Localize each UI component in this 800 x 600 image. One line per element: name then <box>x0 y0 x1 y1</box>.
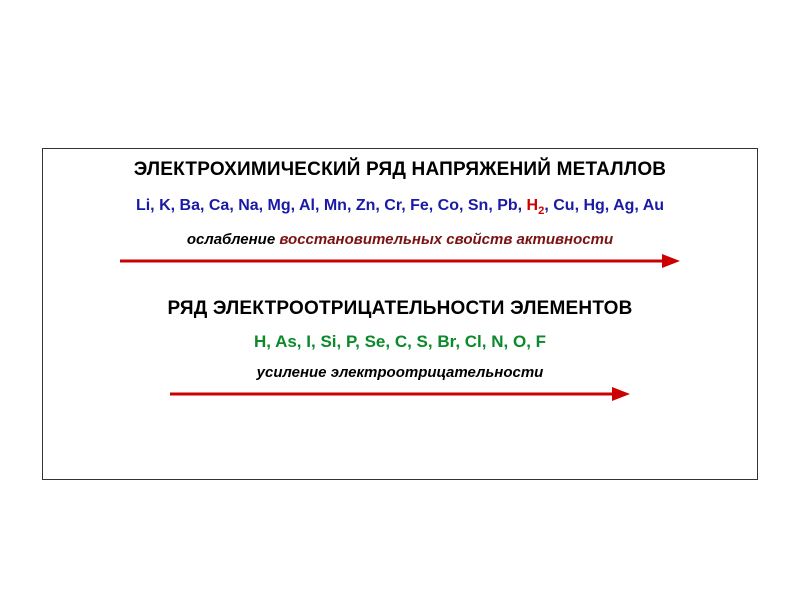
arrow-right-icon <box>120 252 680 270</box>
separator: , <box>455 332 464 351</box>
element-symbol: H <box>254 332 266 351</box>
separator: , <box>375 197 384 214</box>
electronegativity-title: РЯД ЭЛЕКТРООТРИЦАТЕЛЬНОСТИ ЭЛЕМЕНТОВ <box>43 298 757 320</box>
separator: , <box>488 197 497 214</box>
separator: , <box>385 332 394 351</box>
electronegativity-elements: H, As, I, Si, P, Se, C, S, Br, Cl, N, O,… <box>43 332 757 352</box>
element-symbol: F <box>536 332 546 351</box>
element-symbol: Ba <box>180 197 200 214</box>
separator: , <box>229 197 238 214</box>
spacer <box>43 270 757 292</box>
info-card: ЭЛЕКТРОХИМИЧЕСКИЙ РЯД НАПРЯЖЕНИЙ МЕТАЛЛО… <box>42 148 758 480</box>
separator: , <box>266 332 275 351</box>
separator: , <box>150 197 159 214</box>
separator: , <box>407 332 416 351</box>
caption-prefix: ослабление <box>187 231 279 248</box>
element-symbol: Au <box>643 197 664 214</box>
element-symbol: P <box>346 332 355 351</box>
caption-emphasis: восстановительных свойств активности <box>279 231 613 248</box>
separator: , <box>171 197 180 214</box>
element-symbol: K <box>159 197 171 214</box>
separator: , <box>459 197 468 214</box>
element-symbol: As <box>275 332 297 351</box>
element-symbol: Se <box>365 332 386 351</box>
electronegativity-caption: усиление электроотрицательности <box>43 364 757 381</box>
element-symbol: O <box>513 332 526 351</box>
separator: , <box>518 197 527 214</box>
element-symbol: Fe <box>410 197 429 214</box>
element-symbol: Al <box>299 197 315 214</box>
element-symbol: Zn <box>356 197 376 214</box>
activity-series-elements: Li, K, Ba, Ca, Na, Mg, Al, Mn, Zn, Cr, F… <box>43 197 757 217</box>
element-symbol: Cl <box>465 332 482 351</box>
element-symbol: Cr <box>384 197 401 214</box>
separator: , <box>429 197 438 214</box>
separator: , <box>200 197 209 214</box>
separator: , <box>297 332 306 351</box>
separator: , <box>291 197 299 214</box>
separator: , <box>605 197 613 214</box>
separator: , <box>315 197 324 214</box>
separator: , <box>482 332 491 351</box>
separator: , <box>401 197 410 214</box>
element-symbol: Ag <box>613 197 634 214</box>
element-symbol: Br <box>437 332 455 351</box>
separator: , <box>259 197 268 214</box>
activity-series-caption: ослабление восстановительных свойств акт… <box>43 231 757 248</box>
separator: , <box>347 197 356 214</box>
element-symbol: C <box>395 332 407 351</box>
separator: , <box>337 332 346 351</box>
separator: , <box>428 332 437 351</box>
element-symbol: Co <box>438 197 459 214</box>
element-symbol: Sn <box>468 197 488 214</box>
separator: , <box>544 197 553 214</box>
separator: , <box>355 332 364 351</box>
element-symbol: N <box>491 332 503 351</box>
arrow-right-icon <box>170 385 630 403</box>
separator: , <box>526 332 535 351</box>
element-symbol: S <box>417 332 428 351</box>
element-symbol: Pb <box>497 197 517 214</box>
separator: , <box>634 197 642 214</box>
separator: , <box>504 332 513 351</box>
element-symbol: Mg <box>268 197 291 214</box>
element-symbol: Ca <box>209 197 229 214</box>
activity-arrow-wrap <box>43 252 757 270</box>
element-symbol: Si <box>320 332 336 351</box>
element-symbol: Li <box>136 197 150 214</box>
activity-series-title: ЭЛЕКТРОХИМИЧЕСКИЙ РЯД НАПРЯЖЕНИЙ МЕТАЛЛО… <box>43 159 757 181</box>
element-symbol: Mn <box>324 197 347 214</box>
element-symbol: Hg <box>583 197 604 214</box>
electronegativity-arrow-wrap <box>43 385 757 403</box>
element-symbol: Na <box>238 197 258 214</box>
element-hydrogen: H2 <box>527 197 545 214</box>
element-symbol: Cu <box>553 197 574 214</box>
